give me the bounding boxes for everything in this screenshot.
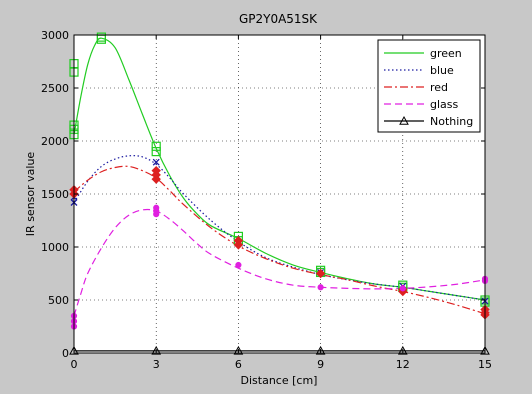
data-point-glass (317, 284, 324, 291)
data-point-nothing (69, 345, 79, 355)
data-point-nothing (480, 345, 490, 355)
series-markers (69, 32, 490, 355)
y-tick-label: 2500 (41, 82, 69, 95)
data-point-red (315, 268, 326, 279)
x-axis-ticks: 0 3 6 9 12 15 (71, 35, 492, 371)
x-tick-label: 3 (153, 358, 160, 371)
legend-label-blue: blue (430, 64, 454, 77)
legend-label-green: green (430, 47, 462, 60)
legend: green blue red glass Nothing (377, 39, 481, 133)
x-tick-label: 9 (317, 358, 324, 371)
y-tick-label: 1000 (41, 241, 69, 254)
legend-label-red: red (430, 81, 448, 94)
chart-title: GP2Y0A51SK (239, 12, 318, 26)
data-point-glass (153, 204, 160, 211)
data-point-red (233, 235, 244, 246)
y-tick-label: 500 (48, 294, 69, 307)
series-line-glass (73, 208, 486, 317)
y-tick-label: 3000 (41, 29, 69, 42)
y-tick-label: 2000 (41, 135, 69, 148)
data-point-glass (235, 261, 242, 269)
y-tick-label: 1500 (41, 188, 69, 201)
data-point-blue (152, 158, 160, 166)
data-point-nothing (397, 345, 408, 355)
legend-label-nothing: Nothing (430, 115, 473, 128)
legend-box (377, 39, 481, 133)
data-point-green (151, 147, 161, 157)
x-tick-label: 15 (478, 358, 492, 371)
data-point-red (151, 165, 161, 176)
y-axis-ticks: 0 500 1000 1500 2000 2500 3000 (41, 29, 485, 360)
x-tick-label: 12 (396, 358, 410, 371)
data-point-glass (399, 285, 406, 292)
data-point-nothing (315, 345, 326, 355)
data-point-nothing (233, 345, 244, 355)
y-axis-label: IR sensor value (24, 152, 37, 237)
data-point-green (151, 141, 161, 151)
x-axis-label: Distance [cm] (241, 374, 318, 387)
data-point-nothing (151, 345, 162, 355)
y-tick-label: 0 (62, 347, 69, 360)
legend-marker-nothing (399, 115, 409, 125)
series-line-blue (73, 155, 486, 301)
x-tick-label: 6 (235, 358, 242, 371)
x-tick-label: 0 (71, 358, 78, 371)
legend-label-glass: glass (430, 98, 459, 111)
data-point-green (96, 32, 107, 42)
series-line-green (73, 37, 486, 301)
